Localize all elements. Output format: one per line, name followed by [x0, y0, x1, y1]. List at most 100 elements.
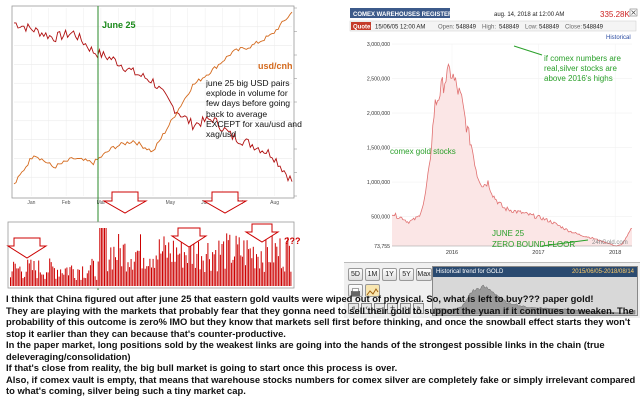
volume-bar [71, 265, 73, 286]
volume-bar [270, 262, 272, 286]
volume-bar [28, 263, 30, 286]
x-tick-label: 2017 [532, 250, 544, 256]
volume-bar [204, 272, 206, 286]
period-5d-button[interactable]: 5D [348, 268, 363, 281]
zoom-in-button[interactable]: + [387, 303, 398, 314]
volume-bar [61, 273, 63, 286]
usd-cnh-line [13, 11, 293, 185]
volume-bar [11, 271, 13, 286]
volume-bar [273, 262, 275, 286]
volume-bar [180, 237, 182, 286]
volume-bar [107, 271, 109, 286]
annotation-box: june 25 big USD pairs explode in volume … [206, 78, 302, 139]
volume-bar [196, 253, 198, 286]
volume-bar [168, 242, 170, 286]
volume-bar [151, 267, 152, 286]
volume-bar [194, 267, 196, 286]
comex-stocks-area [392, 62, 633, 247]
volume-bar [182, 267, 184, 286]
volume-bar [25, 271, 27, 286]
volume-bar [157, 259, 159, 286]
quote-label: Quote: [353, 25, 372, 31]
volume-bar [127, 262, 129, 286]
volume-bar [82, 266, 84, 286]
comex-y-axis: 3,000,000 2,500,000 2,000,000 1,500,000 1,00… [367, 42, 390, 250]
comex-stocks-svg: COMEX WAREHOUSES REGISTERED G aug. 14, 2… [344, 0, 640, 262]
watermark: 24hGold.com [592, 240, 628, 246]
mini-trend-svg [434, 284, 636, 315]
nav-prev-button[interactable]: ‹ [361, 303, 372, 314]
june-25-right-label: JUNE 25 [492, 229, 525, 238]
volume-bar [227, 240, 229, 286]
volume-bar [116, 260, 118, 286]
period-1m-button[interactable]: 1M [365, 268, 380, 281]
comex-gold-stocks-label: comex gold stocks [390, 147, 456, 156]
nav-next-button[interactable]: › [400, 303, 411, 314]
volume-bar [93, 260, 94, 286]
volume-bar [212, 252, 214, 286]
volume-bar [274, 243, 276, 286]
historical-trend-navigator[interactable]: Historical trend for GOLD 2015/06/05-201… [432, 266, 638, 316]
print-icon[interactable] [348, 284, 363, 297]
volume-bar [176, 247, 178, 286]
volume-bar [74, 278, 76, 286]
volume-bar [94, 276, 96, 286]
volume-bar [259, 268, 261, 286]
volume-bar [190, 244, 192, 286]
commentary-paragraph-4: If that's close from reality, the big bu… [6, 362, 398, 373]
x-tick-label: Feb [62, 200, 71, 206]
volume-bar [165, 245, 167, 286]
volume-bar [252, 246, 254, 286]
volume-bar [63, 274, 65, 286]
volume-bar [158, 239, 160, 286]
volume-bar [44, 278, 46, 286]
volume-bar [86, 273, 88, 286]
down-arrow-icon [202, 191, 248, 214]
quote-label-box [351, 22, 371, 30]
volume-bar [10, 277, 11, 286]
volume-bar [50, 262, 52, 286]
volume-bar [125, 271, 127, 286]
volume-bar [83, 277, 85, 286]
volume-bar [24, 276, 26, 286]
volume-bar [146, 266, 148, 286]
volume-bar [238, 237, 240, 286]
volume-bar [162, 251, 163, 286]
down-arrow-icon [244, 223, 280, 243]
volume-bar [124, 243, 126, 286]
volume-bar [58, 276, 60, 286]
volume-bar [256, 254, 257, 286]
volume-bar [251, 258, 253, 286]
volume-bar [243, 240, 245, 286]
chart-type-icon[interactable] [365, 284, 380, 297]
volume-bar [119, 248, 121, 286]
price-y-axis [294, 7, 297, 197]
usd-cnh-label: usd/cnh [258, 61, 293, 71]
low-label: Low: [525, 25, 538, 31]
comex-area-line [392, 62, 633, 247]
volume-bar [152, 258, 154, 286]
period-1y-button[interactable]: 1Y [382, 268, 397, 281]
zoom-out-button[interactable]: — [374, 303, 385, 314]
volume-bar [260, 251, 262, 286]
historical-link[interactable]: Historical [606, 35, 631, 41]
volume-bar [143, 257, 145, 286]
volume-bar [172, 240, 174, 286]
volume-bar [21, 271, 22, 286]
comex-title-bar [350, 8, 450, 18]
period-max-button[interactable]: Max [416, 268, 432, 281]
y-tick-label: 3,000,000 [367, 42, 390, 48]
comex-date: aug. 14, 2018 at 12:00 AM [494, 12, 564, 18]
volume-bar [230, 262, 232, 286]
volume-bar [108, 259, 110, 286]
volume-bar [132, 269, 134, 286]
period-5y-button[interactable]: 5Y [399, 268, 414, 281]
volume-bar [31, 270, 33, 286]
nav-last-button[interactable]: » [413, 303, 424, 314]
nav-first-button[interactable]: « [348, 303, 359, 314]
volume-bar [41, 274, 43, 286]
volume-bar [229, 234, 231, 286]
comex-area-fill [392, 64, 632, 246]
volume-bar [149, 258, 151, 286]
volume-bar [284, 271, 286, 286]
